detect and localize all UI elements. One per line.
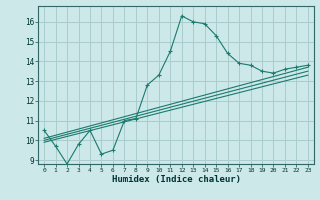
X-axis label: Humidex (Indice chaleur): Humidex (Indice chaleur) — [111, 175, 241, 184]
